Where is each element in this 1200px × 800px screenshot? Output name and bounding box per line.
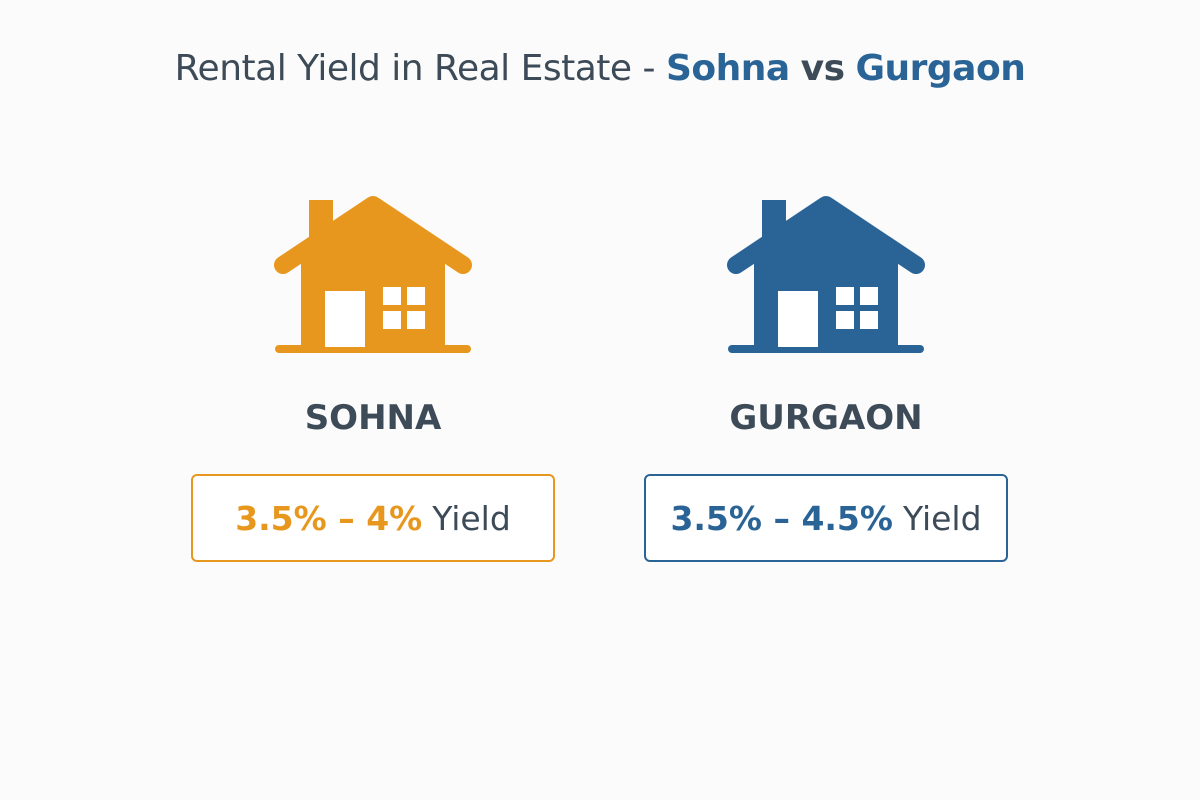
- title: Rental Yield in Real Estate - Sohna vs G…: [0, 48, 1200, 89]
- city-name: SOHNA: [304, 398, 442, 438]
- yield-box: 3.5% – 4.5% Yield: [644, 474, 1008, 562]
- title-second: Gurgaon: [855, 48, 1026, 89]
- title-lead: Rental Yield in Real Estate -: [174, 48, 656, 89]
- house-icon: [274, 196, 472, 353]
- ground: [728, 345, 924, 353]
- city-name: GURGAON: [729, 398, 923, 438]
- yield-unit: Yield: [902, 498, 982, 538]
- door: [778, 291, 818, 347]
- roof: [274, 196, 472, 274]
- yield-range: 3.5% – 4%: [235, 498, 423, 538]
- house-icon: [727, 196, 925, 353]
- yield-range: 3.5% – 4.5%: [670, 498, 893, 538]
- door: [325, 291, 365, 347]
- title-first: Sohna: [665, 48, 790, 89]
- yield-unit: Yield: [432, 498, 511, 538]
- card: SOHNA 3.5% – 4% Yield: [163, 195, 583, 562]
- title-joiner: vs: [800, 48, 845, 89]
- yield-box: 3.5% – 4% Yield: [191, 474, 555, 562]
- roof: [727, 196, 925, 274]
- card: GURGAON 3.5% – 4.5% Yield: [616, 195, 1036, 562]
- ground: [275, 345, 471, 353]
